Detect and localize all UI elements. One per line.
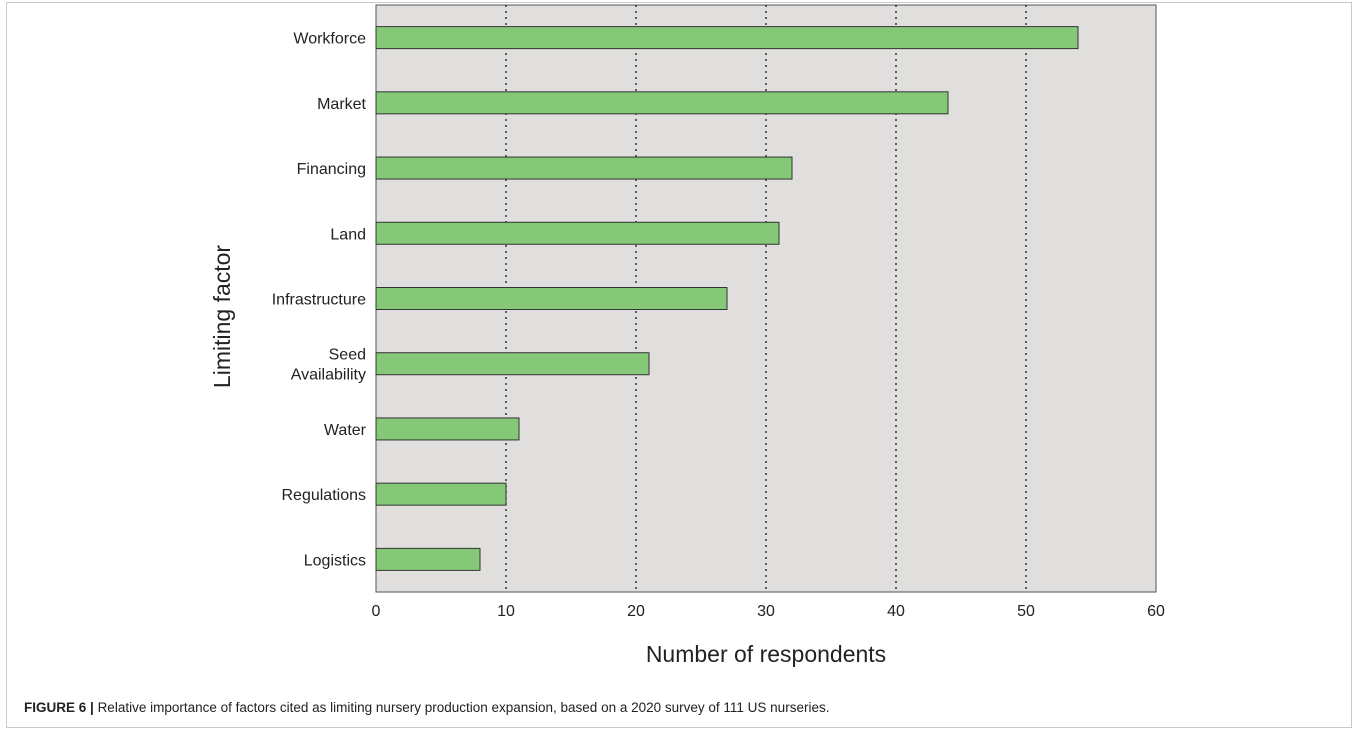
bars: [375, 26, 1079, 571]
x-tick-label: 60: [1147, 603, 1165, 620]
bar: [375, 156, 793, 180]
category-label: Logistics: [304, 552, 366, 569]
caption-label: FIGURE 6 |: [24, 700, 94, 715]
category-label: Regulations: [282, 487, 367, 504]
x-axis-title: Number of respondents: [646, 641, 886, 667]
category-labels: Workforce Market Financing Land Infrastructu…: [272, 31, 367, 570]
category-label: Market: [317, 96, 366, 113]
y-axis-title: Limiting factor: [209, 245, 235, 389]
bar-chart: Workforce Market Financing Land Infrastructu…: [209, 4, 1165, 667]
bar: [375, 417, 520, 441]
category-label: Financing: [297, 161, 366, 178]
category-label: Infrastructure: [272, 292, 366, 309]
bar: [375, 547, 481, 571]
figure-caption: FIGURE 6 | Relative importance of factor…: [24, 700, 1344, 715]
caption-text: Relative importance of factors cited as …: [97, 700, 830, 715]
x-tick-label: 30: [757, 603, 775, 620]
x-tick-label: 20: [627, 603, 645, 620]
bar: [375, 91, 949, 115]
x-tick-label: 40: [887, 603, 905, 620]
category-label: Water: [324, 422, 367, 439]
bar: [375, 221, 780, 245]
category-label: Seed Availability: [291, 347, 366, 384]
x-tick-labels: 0 10 20 30 40 50 60: [372, 603, 1165, 620]
x-tick-label: 0: [372, 603, 381, 620]
category-label: Land: [330, 226, 366, 243]
figure-frame: Workforce Market Financing Land Infrastructu…: [6, 2, 1352, 728]
x-tick-label: 50: [1017, 603, 1035, 620]
bar: [375, 482, 507, 506]
x-tick-label: 10: [497, 603, 515, 620]
bar: [375, 26, 1079, 50]
bar: [375, 287, 728, 310]
category-label: Workforce: [293, 31, 366, 48]
bar: [375, 352, 650, 376]
